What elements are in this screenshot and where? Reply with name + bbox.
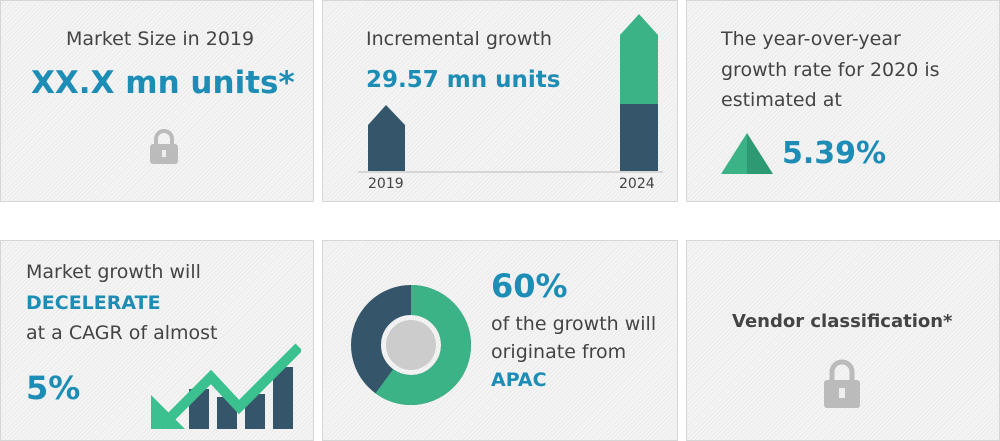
bar-2024-bottom	[620, 104, 658, 171]
vendor-label: Vendor classification*	[732, 311, 953, 332]
donut-chart	[351, 285, 471, 405]
yoy-line1: The year-over-year	[721, 28, 901, 50]
region-line2: originate from	[491, 341, 627, 363]
incremental-value: 29.57 mn units	[366, 67, 561, 93]
incremental-label: Incremental growth	[366, 28, 552, 50]
market-size-label: Market Size in 2019	[66, 28, 255, 50]
lock-icon	[150, 129, 178, 164]
yoy-value: 5.39%	[782, 136, 887, 171]
cagr-value: 5%	[26, 369, 81, 407]
bar-2024-top	[620, 14, 658, 104]
up-triangle-icon	[721, 133, 773, 174]
region-name: APAC	[491, 369, 547, 391]
lock-icon	[824, 359, 860, 408]
cagr-line1: Market growth will	[26, 261, 201, 283]
region-value: 60%	[491, 267, 568, 305]
vendor-card: Vendor classification*	[686, 240, 1000, 441]
donut-segment-apac	[351, 285, 471, 405]
decline-chart-icon	[151, 343, 301, 429]
year-end: 2024	[619, 176, 655, 192]
cagr-card: Market growth will DECELERATE at a CAGR …	[0, 240, 314, 441]
region-card: 60% of the growth will originate from AP…	[322, 240, 678, 441]
incremental-growth-card: Incremental growth 29.57 mn units 2019 2…	[322, 0, 678, 202]
market-size-value: XX.X mn units*	[31, 65, 295, 101]
region-line1: of the growth will	[491, 313, 657, 335]
growth-bars	[358, 14, 663, 173]
market-size-card: Market Size in 2019 XX.X mn units*	[0, 0, 314, 202]
cagr-line2: at a CAGR of almost	[26, 322, 218, 344]
year-start: 2019	[368, 176, 404, 192]
yoy-card: The year-over-year growth rate for 2020 …	[686, 0, 1000, 202]
cagr-highlight: DECELERATE	[26, 292, 161, 314]
bar-2019	[368, 105, 405, 171]
yoy-line2: growth rate for 2020 is	[721, 59, 940, 81]
yoy-line3: estimated at	[721, 89, 842, 111]
